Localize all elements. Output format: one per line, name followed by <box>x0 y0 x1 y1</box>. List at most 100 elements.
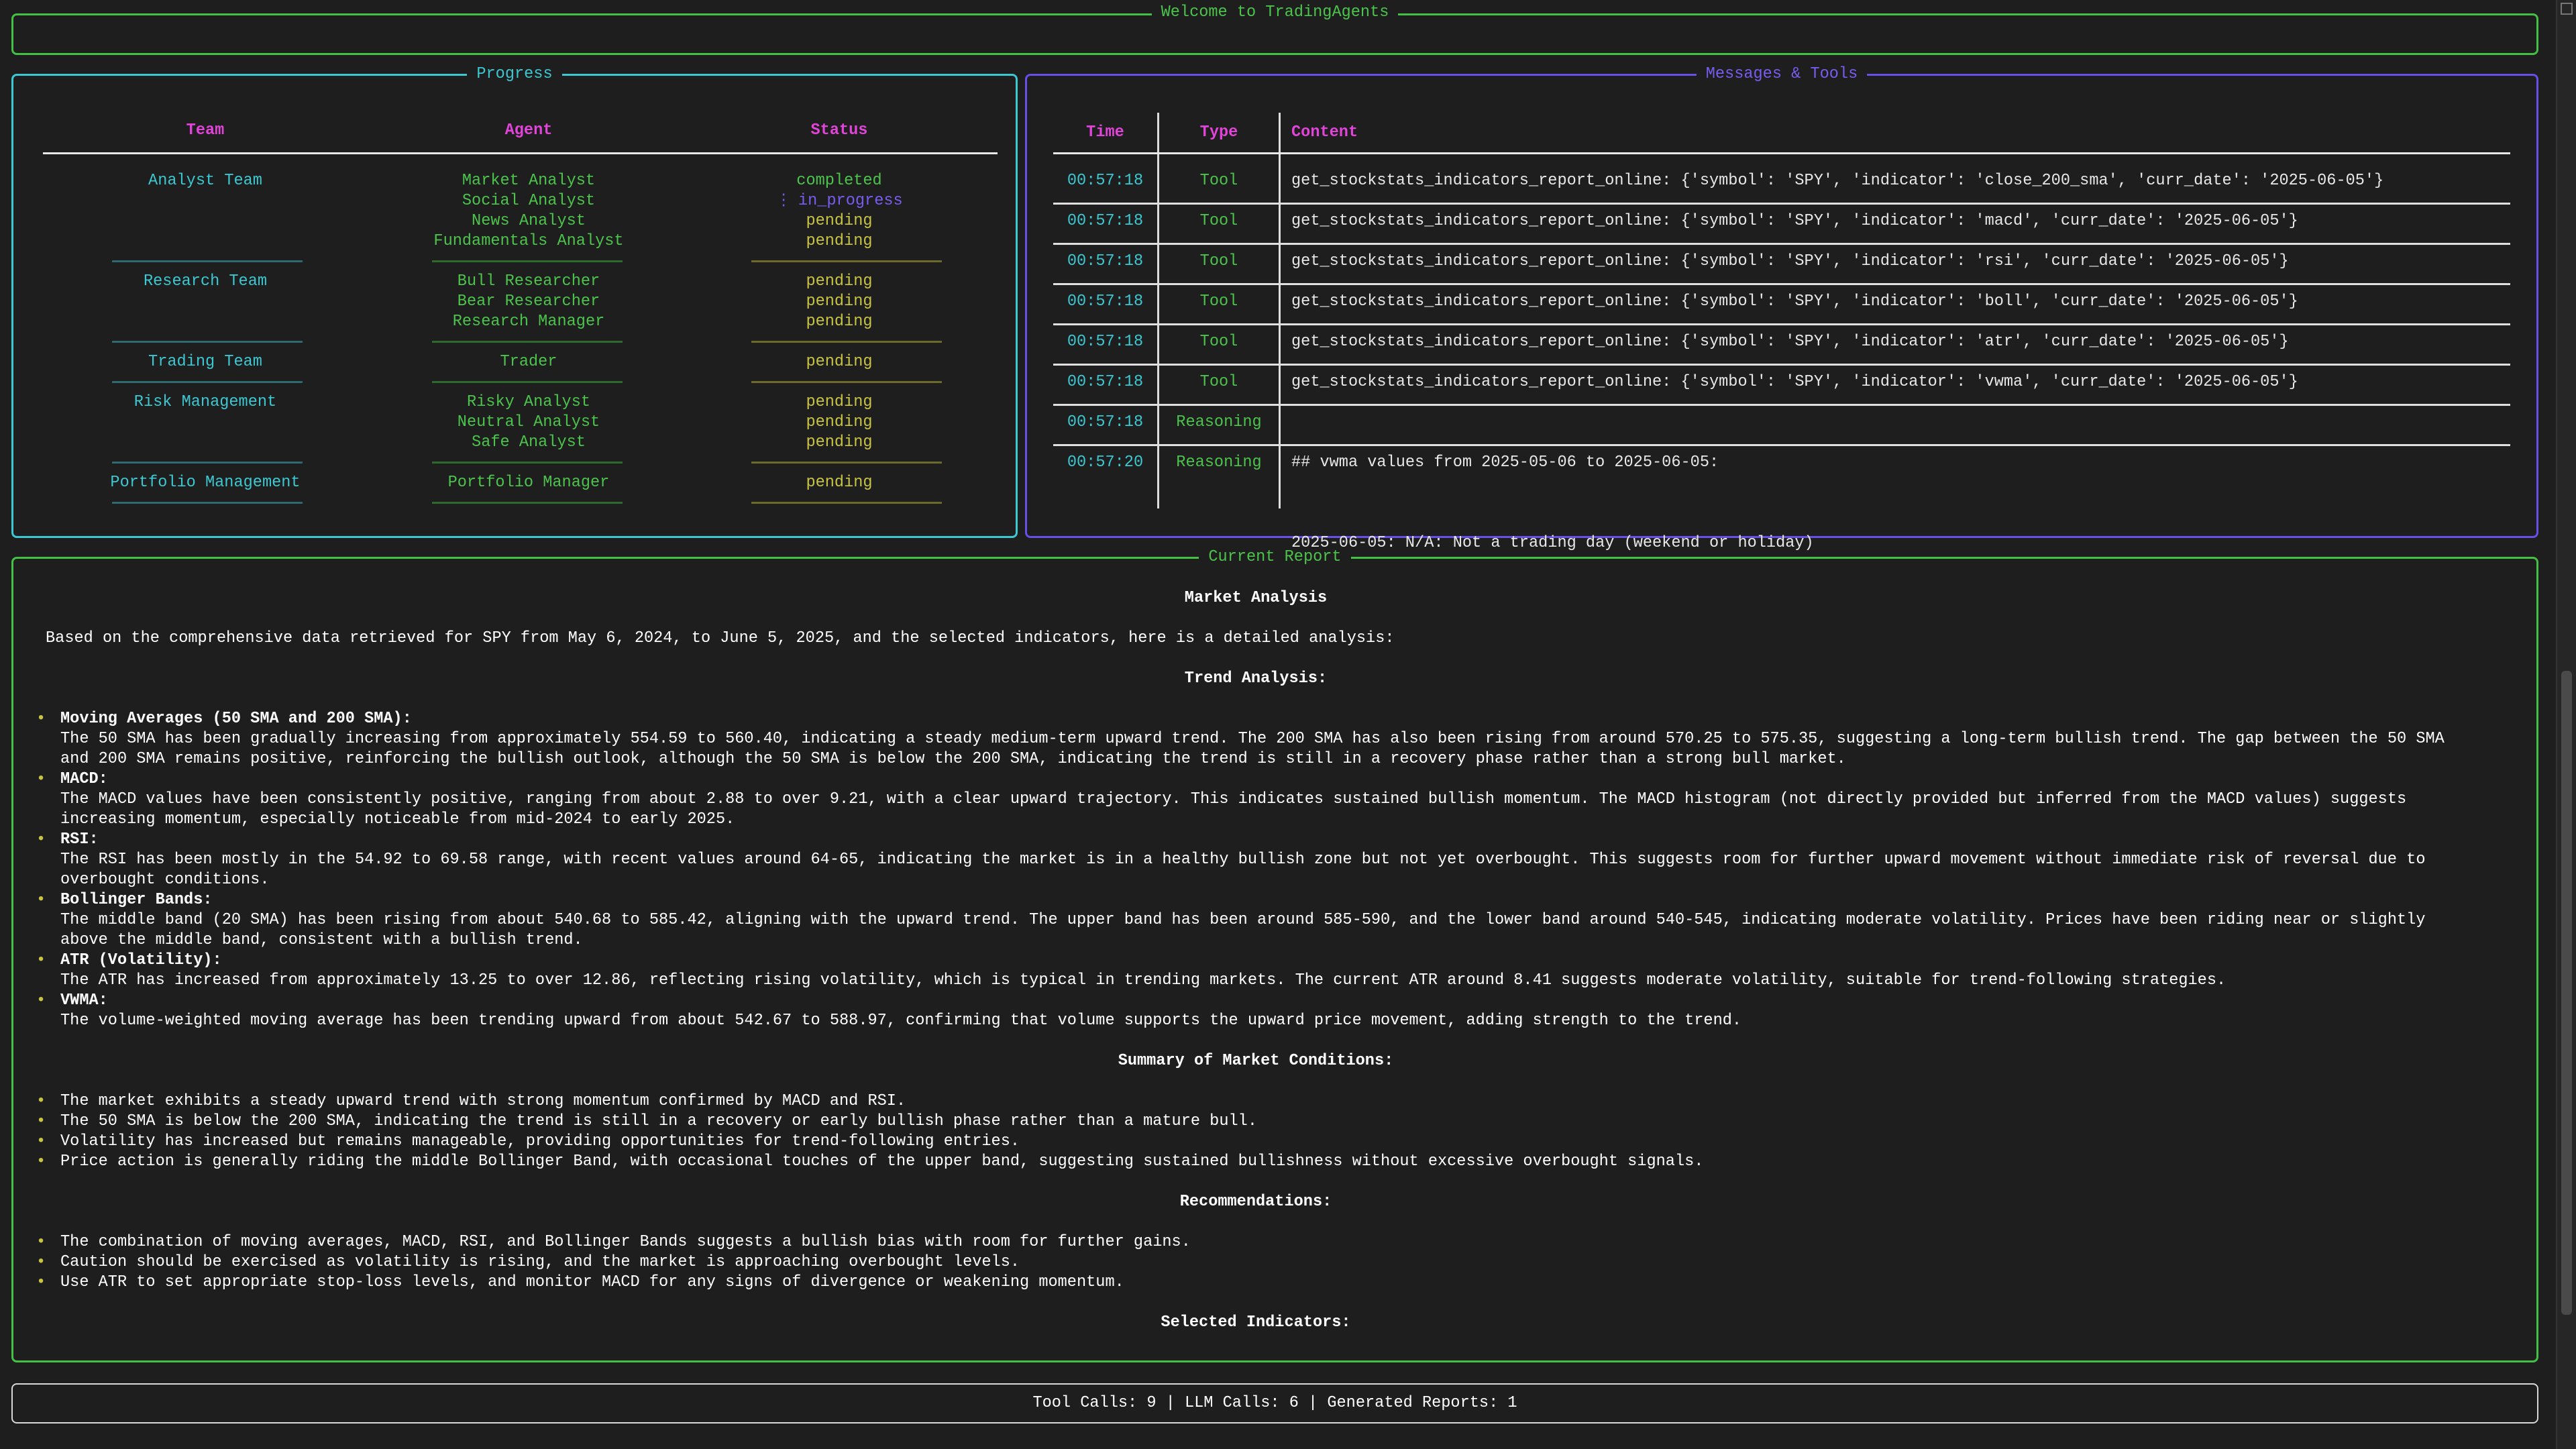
scrollbar[interactable] <box>2556 0 2576 1449</box>
bullet-title: Bollinger Bands: <box>60 891 213 909</box>
group-separator <box>112 381 303 383</box>
messages-table: Time Type Content 00:57:18 Tool get_stocks… <box>1025 74 2538 552</box>
team-name: Research Team <box>143 272 268 290</box>
bullet-icon: • <box>36 891 46 909</box>
bullet-icon: • <box>36 710 46 728</box>
bullet-text: Price action is generally riding the mid… <box>60 1152 1704 1171</box>
row-separator <box>1053 323 2510 325</box>
group-separator <box>432 381 623 383</box>
agent-column-header: Agent <box>504 121 553 140</box>
message-content: ## vwma values from 2025-05-06 to 2025-0… <box>1291 453 1719 472</box>
agent-name: Portfolio Manager <box>447 474 610 492</box>
group-separator <box>751 502 942 504</box>
message-time: 00:57:20 <box>1067 453 1144 472</box>
bullet-text: The middle band (20 SMA) has been rising… <box>60 911 2426 949</box>
bullet-text: The volume-weighted moving average has b… <box>60 1012 1742 1030</box>
agent-name: Safe Analyst <box>472 433 586 451</box>
bullet-icon: • <box>36 830 46 849</box>
group-separator <box>432 341 623 343</box>
group-separator <box>112 462 303 464</box>
report-bullet-list: • Moving Averages (50 SMA and 200 SMA): Th… <box>32 709 2466 1031</box>
agent-name: News Analyst <box>472 212 586 230</box>
group-separator <box>432 260 623 262</box>
report-bullet-item: • VWMA: The volume-weighted moving average… <box>32 991 2466 1031</box>
agent-name: Bear Researcher <box>457 292 600 311</box>
status-text: pending <box>806 212 873 230</box>
row-separator <box>1053 283 2510 285</box>
agent-status: pending <box>739 392 940 413</box>
agent-status: ⋮ in_progress <box>739 191 940 211</box>
report-bullet-item: • The 50 SMA is below the 200 SMA, indica… <box>32 1112 2466 1132</box>
stats-footer: Tool Calls: 9 | LLM Calls: 6 | Generated… <box>11 1383 2538 1424</box>
report-heading: Summary of Market Conditions: <box>1118 1052 1394 1070</box>
scroll-top-icon[interactable] <box>2561 3 2573 15</box>
message-type: Tool <box>1199 252 1238 270</box>
message-content: get_stockstats_indicators_report_online:… <box>1291 333 2289 351</box>
report-bullet-item: • The market exhibits a steady upward tre… <box>32 1091 2466 1112</box>
column-divider <box>1279 113 1281 508</box>
bullet-title: MACD: <box>60 770 108 788</box>
message-time: 00:57:18 <box>1067 413 1144 431</box>
agent-status: pending <box>739 312 940 332</box>
group-separator <box>112 502 303 504</box>
bullet-text: The market exhibits a steady upward tren… <box>60 1092 906 1110</box>
agent-status: pending <box>739 211 940 231</box>
bullet-title: VWMA: <box>60 991 108 1010</box>
messages-panel: Messages & Tools Time Type Content 00:57… <box>1025 65 2538 552</box>
agent-status: pending <box>739 292 940 312</box>
group-separator <box>432 502 623 504</box>
status-text: pending <box>806 232 873 250</box>
report-bullet-item: • Use ATR to set appropriate stop-loss le… <box>32 1273 2466 1293</box>
agent-name: Research Manager <box>452 313 605 331</box>
message-content: get_stockstats_indicators_report_online:… <box>1291 292 2298 311</box>
row-separator <box>1053 404 2510 406</box>
team-name: Analyst Team <box>148 172 262 190</box>
bullet-text: The 50 SMA is below the 200 SMA, indicat… <box>60 1112 1257 1130</box>
agent-status: pending <box>739 352 940 372</box>
bullet-title: ATR (Volatility): <box>60 951 222 969</box>
group-separator <box>112 341 303 343</box>
bullet-icon: • <box>36 1253 46 1271</box>
messages-title: Messages & Tools <box>1696 65 1868 83</box>
agent-name: Risky Analyst <box>466 393 591 411</box>
header-rule <box>43 152 998 154</box>
message-time: 00:57:18 <box>1067 292 1144 311</box>
bullet-icon: • <box>36 1152 46 1171</box>
status-text: completed <box>796 172 882 190</box>
message-type: Reasoning <box>1176 453 1262 472</box>
agent-name: Social Analyst <box>462 192 596 210</box>
time-column-header: Time <box>1086 123 1124 142</box>
welcome-title: Welcome to TradingAgents <box>1151 3 1399 21</box>
report-bullet-item: • ATR (Volatility): The ATR has increased … <box>32 951 2466 991</box>
report-heading: Market Analysis <box>1184 589 1328 607</box>
report-bullet-list: • The combination of moving averages, MAC… <box>32 1232 2466 1293</box>
status-column-header: Status <box>810 121 868 140</box>
group-separator <box>112 260 303 262</box>
message-type: Reasoning <box>1176 413 1262 431</box>
report-bullet-item: • Volatility has increased but remains ma… <box>32 1132 2466 1152</box>
header-rule <box>1053 152 2510 154</box>
report-heading: Recommendations: <box>1179 1193 1332 1211</box>
group-separator <box>751 381 942 383</box>
team-name: Portfolio Management <box>110 474 301 492</box>
bullet-text: Caution should be exercised as volatilit… <box>60 1253 1020 1271</box>
message-time: 00:57:18 <box>1067 373 1144 391</box>
status-text: pending <box>806 474 873 492</box>
bullet-text: The MACD values have been consistently p… <box>60 790 2407 828</box>
agent-name: Neutral Analyst <box>457 413 600 431</box>
scrollbar-thumb[interactable] <box>2561 671 2572 1315</box>
bullet-icon: • <box>36 770 46 788</box>
agent-name: Trader <box>500 353 557 371</box>
progress-panel: Progress Team Agent Status Analyst Team M… <box>11 65 1018 538</box>
message-time: 00:57:18 <box>1067 172 1144 190</box>
bullet-title: Moving Averages (50 SMA and 200 SMA): <box>60 710 412 728</box>
message-type: Tool <box>1199 212 1238 230</box>
bullet-icon: • <box>36 1233 46 1251</box>
bullet-icon: • <box>36 1273 46 1291</box>
bullet-icon: • <box>36 1112 46 1130</box>
content-column-header: Content <box>1291 123 1358 142</box>
bullet-icon: • <box>36 1132 46 1150</box>
report-heading: Selected Indicators: <box>1161 1313 1351 1332</box>
agent-status: pending <box>739 413 940 433</box>
status-text: pending <box>806 353 873 371</box>
